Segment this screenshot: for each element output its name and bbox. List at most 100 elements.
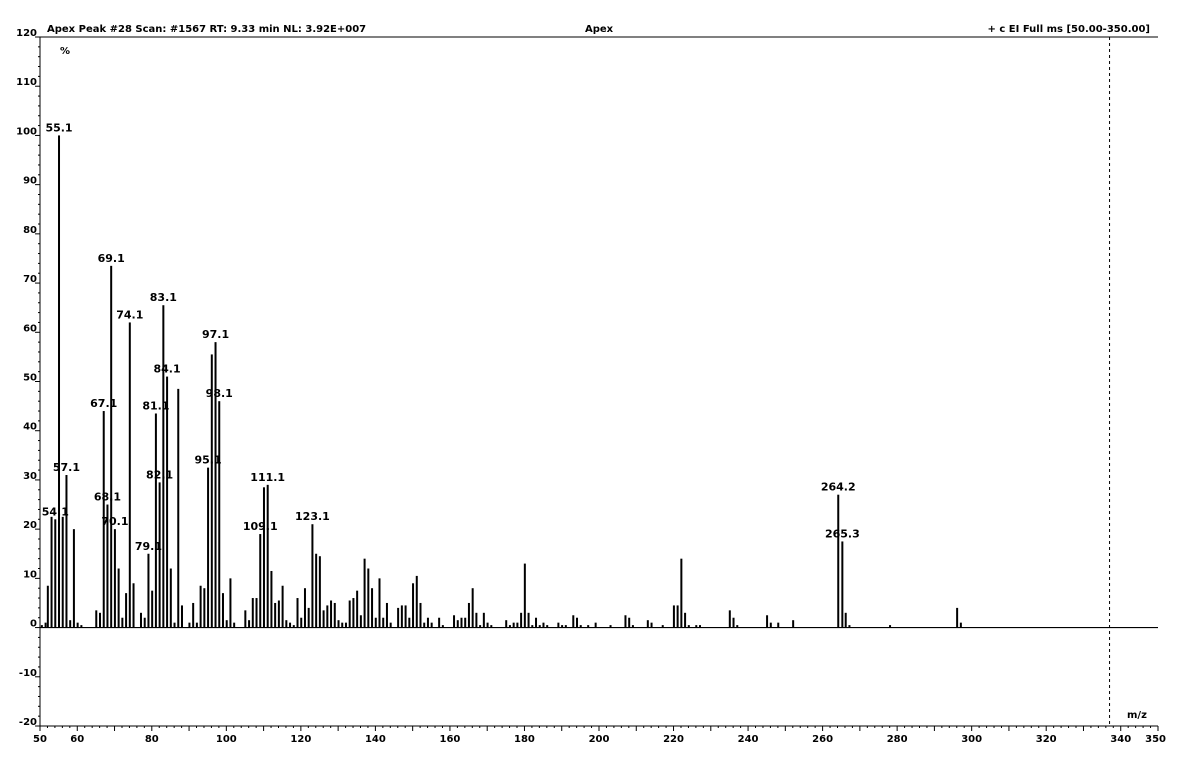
spectrum-peak-bar xyxy=(218,401,221,628)
spectrum-peak-bar xyxy=(322,610,325,628)
spectrum-peak-bar xyxy=(154,413,157,628)
spectrum-bars xyxy=(40,135,962,628)
peak-label: 67.1 xyxy=(90,397,117,410)
spectrum-peak-bar xyxy=(624,615,627,628)
spectrum-peak-bar xyxy=(166,376,169,628)
spectrum-peak-bar xyxy=(837,494,840,628)
spectrum-peak-bar xyxy=(352,598,355,628)
spectrum-peak-bar xyxy=(311,524,314,628)
spectrum-peak-bar xyxy=(628,617,631,628)
y-axis-label: % xyxy=(60,46,70,57)
spectrum-peak-bar xyxy=(46,585,49,628)
peak-label: 265.3 xyxy=(825,527,860,540)
x-tick-label: 100 xyxy=(216,734,237,745)
x-tick-label: 260 xyxy=(812,734,833,745)
peak-label: 84.1 xyxy=(154,363,181,376)
spectrum-peak-bar xyxy=(728,610,731,628)
spectrum-peak-bar xyxy=(650,622,653,628)
spectrum-peak-bar xyxy=(248,620,251,628)
spectrum-peak-bar xyxy=(535,617,538,628)
spectrum-peak-bar xyxy=(76,622,79,628)
x-tick-label: 160 xyxy=(439,734,460,745)
x-tick-label: 300 xyxy=(961,734,982,745)
scan-info-header: Apex Peak #28 Scan: #1567 RT: 9.33 min N… xyxy=(47,24,366,35)
spectrum-peak-bar xyxy=(412,583,415,628)
x-axis: 50 60 80 100 120 140 160 180 200 220 240 260 280 300 3… xyxy=(33,726,1166,745)
peak-label: 81.1 xyxy=(142,399,169,412)
spectrum-peak-bar xyxy=(356,590,359,628)
y-tick-label: 30 xyxy=(23,471,37,482)
spectrum-peak-bar xyxy=(113,529,116,628)
spectrum-peak-bar xyxy=(542,622,545,628)
spectrum-peak-bar xyxy=(300,617,303,628)
spectrum-peak-bar xyxy=(512,622,515,628)
spectrum-peak-bar xyxy=(54,519,57,628)
spectrum-peak-bar xyxy=(259,534,262,628)
spectrum-peak-bar xyxy=(426,617,429,628)
spectrum-peak-bar xyxy=(471,588,474,628)
spectrum-peak-bar xyxy=(125,593,128,628)
spectrum-peak-bar xyxy=(270,570,273,628)
spectrum-peak-bar xyxy=(482,612,485,628)
spectrum-peak-bar xyxy=(631,625,634,628)
spectrum-peak-bar xyxy=(453,615,456,628)
spectrum-peak-bar xyxy=(192,602,195,628)
spectrum-peak-bar xyxy=(486,622,489,628)
spectrum-peak-bar xyxy=(158,482,161,628)
spectrum-peak-bar xyxy=(557,622,560,628)
spectrum-peak-bar xyxy=(344,622,347,628)
y-tick-label: -10 xyxy=(19,668,37,679)
x-tick-label: 60 xyxy=(70,734,84,745)
peak-label: 55.1 xyxy=(45,121,72,134)
spectrum-peak-bar xyxy=(844,612,847,628)
spectrum-peak-bar xyxy=(188,622,191,628)
spectrum-peak-bar xyxy=(695,625,698,628)
peak-label: 264.2 xyxy=(821,481,856,494)
spectrum-peak-bar xyxy=(460,617,463,628)
spectrum-peak-bar xyxy=(274,602,277,628)
spectrum-peak-bar xyxy=(69,620,72,628)
spectrum-peak-bar xyxy=(169,568,172,628)
y-tick-label: 70 xyxy=(23,274,37,285)
spectrum-peak-bar xyxy=(199,585,202,628)
y-tick-label: 90 xyxy=(23,176,37,187)
spectrum-peak-bar xyxy=(289,622,292,628)
spectrum-peak-bar xyxy=(255,598,258,628)
spectrum-peak-bar xyxy=(404,605,407,628)
spectrum-peak-bar xyxy=(672,605,675,628)
spectrum-peak-bar xyxy=(58,135,61,628)
spectrum-peak-bar xyxy=(277,600,280,628)
spectrum-peak-bar xyxy=(561,625,564,628)
spectrum-peak-bar xyxy=(546,625,549,628)
x-tick-label: 220 xyxy=(663,734,684,745)
spectrum-peak-bar xyxy=(292,625,295,628)
spectrum-peak-bar xyxy=(680,558,683,628)
peak-label: 70.1 xyxy=(101,515,128,528)
peak-label: 111.1 xyxy=(250,471,285,484)
spectrum-peak-bar xyxy=(423,622,426,628)
spectrum-peak-bar xyxy=(527,612,530,628)
spectrum-peak-bar xyxy=(956,607,959,628)
spectrum-peak-bar xyxy=(676,605,679,628)
spectrum-peak-bar xyxy=(359,615,362,628)
spectrum-peak-bar xyxy=(415,575,418,628)
spectrum-peak-bar xyxy=(102,411,105,628)
spectrum-peak-bar xyxy=(367,568,370,628)
spectrum-peak-bar xyxy=(419,602,422,628)
spectrum-peak-bar xyxy=(173,622,176,628)
spectrum-peak-bar xyxy=(80,625,83,628)
spectrum-peak-bar xyxy=(110,265,113,628)
x-tick-label: 280 xyxy=(887,734,908,745)
spectrum-peak-bar xyxy=(594,622,597,628)
peak-label: 123.1 xyxy=(295,510,330,523)
spectrum-peak-bar xyxy=(132,583,135,628)
spectrum-peak-bar xyxy=(229,578,232,628)
peak-labels: 54.1 55.1 57.1 67.1 68.1 69.1 70.1 74.1 79.1 81.1… xyxy=(42,121,860,552)
spectrum-peak-bar xyxy=(508,625,511,628)
x-tick-label: 240 xyxy=(738,734,759,745)
spectrum-peak-bar xyxy=(318,556,321,628)
spectrum-peak-bar xyxy=(687,625,690,628)
spectrum-peak-bar xyxy=(337,620,340,628)
spectrum-peak-bar xyxy=(221,593,224,628)
